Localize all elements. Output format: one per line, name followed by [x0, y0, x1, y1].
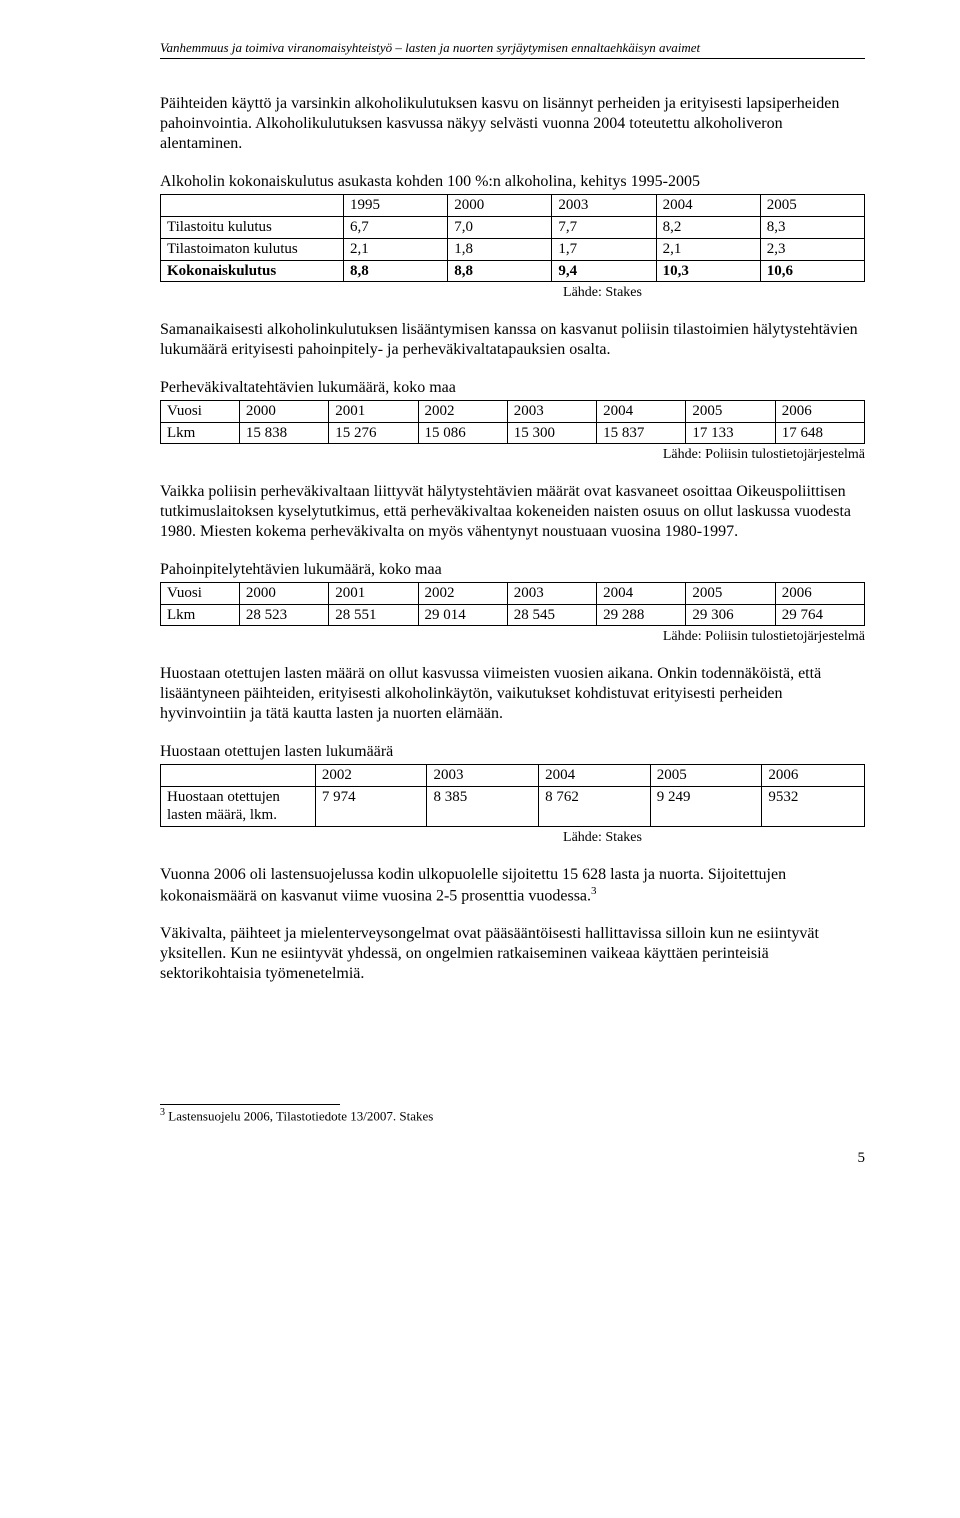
p5-text: Vuonna 2006 oli lastensuojelussa kodin u…: [160, 866, 786, 904]
footnote-text: Lastensuojelu 2006, Tilastotiedote 13/20…: [165, 1108, 433, 1123]
table1-source: Lähde: Stakes: [160, 284, 865, 302]
table-row: Huostaan otettujen lasten määrä, lkm. 7 …: [161, 786, 865, 827]
table-row: Lkm 15 838 15 276 15 086 15 300 15 837 1…: [161, 422, 865, 444]
table-row-total: Kokonaiskulutus 8,8 8,8 9,4 10,3 10,6: [161, 260, 865, 282]
footnote: 3 Lastensuojelu 2006, Tilastotiedote 13/…: [160, 1107, 865, 1125]
paragraph-6: Väkivalta, päihteet ja mielenterveysonge…: [160, 924, 865, 984]
footnote-ref: 3: [591, 885, 597, 897]
table1-caption: Alkoholin kokonaiskulutus asukasta kohde…: [160, 172, 865, 192]
table-pahoinpitely: Vuosi 2000 2001 2002 2003 2004 2005 2006…: [160, 582, 865, 627]
table3-caption: Pahoinpitelytehtävien lukumäärä, koko ma…: [160, 560, 865, 580]
table-row: 2002 2003 2004 2005 2006: [161, 764, 865, 786]
table-row: Vuosi 2000 2001 2002 2003 2004 2005 2006: [161, 582, 865, 604]
table2-caption: Perheväkivaltatehtävien lukumäärä, koko …: [160, 378, 865, 398]
table-row: 1995 2000 2003 2004 2005: [161, 195, 865, 217]
table-huostaan: 2002 2003 2004 2005 2006 Huostaan otettu…: [160, 764, 865, 827]
footnote-separator: [160, 1104, 340, 1105]
paragraph-4: Huostaan otettujen lasten määrä on ollut…: [160, 664, 865, 724]
table4-caption: Huostaan otettujen lasten lukumäärä: [160, 742, 865, 762]
running-header: Vanhemmuus ja toimiva viranomaisyhteisty…: [160, 40, 865, 59]
paragraph-intro: Päihteiden käyttö ja varsinkin alkoholik…: [160, 94, 865, 154]
table-perhevakivalta: Vuosi 2000 2001 2002 2003 2004 2005 2006…: [160, 400, 865, 445]
table3-source: Lähde: Poliisin tulostietojärjestelmä: [160, 628, 865, 646]
table-row: Tilastoitu kulutus 6,7 7,0 7,7 8,2 8,3: [161, 217, 865, 239]
table2-source: Lähde: Poliisin tulostietojärjestelmä: [160, 446, 865, 464]
paragraph-3: Vaikka poliisin perheväkivaltaan liittyv…: [160, 482, 865, 542]
table-row: Tilastoimaton kulutus 2,1 1,8 1,7 2,1 2,…: [161, 238, 865, 260]
table-row: Lkm 28 523 28 551 29 014 28 545 29 288 2…: [161, 604, 865, 626]
page-number: 5: [160, 1149, 865, 1168]
table4-source: Lähde: Stakes: [160, 829, 865, 847]
paragraph-5: Vuonna 2006 oli lastensuojelussa kodin u…: [160, 865, 865, 906]
paragraph-2: Samanaikaisesti alkoholinkulutuksen lisä…: [160, 320, 865, 360]
table-row: Vuosi 2000 2001 2002 2003 2004 2005 2006: [161, 400, 865, 422]
table-alkoholi: 1995 2000 2003 2004 2005 Tilastoitu kulu…: [160, 194, 865, 282]
